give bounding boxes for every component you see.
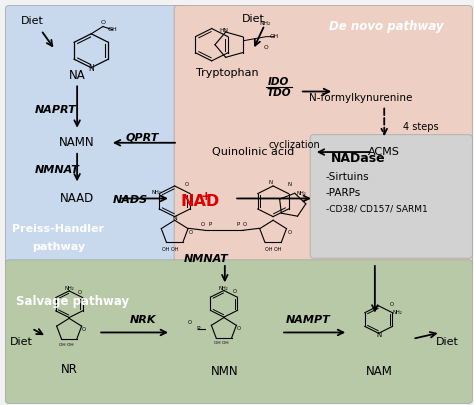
Text: IDO: IDO (268, 77, 290, 87)
Text: Preiss-Handler: Preiss-Handler (12, 224, 104, 234)
Text: Quinolinic acid: Quinolinic acid (212, 147, 294, 157)
Text: N: N (287, 182, 291, 187)
Text: -PARPs: -PARPs (326, 188, 361, 198)
Text: P: P (196, 326, 200, 331)
FancyBboxPatch shape (174, 6, 473, 266)
Text: NAAD: NAAD (60, 192, 94, 205)
Text: Diet: Diet (242, 14, 264, 24)
Text: NAM: NAM (366, 365, 393, 378)
Text: NAD: NAD (180, 194, 219, 209)
Text: NA: NA (69, 69, 85, 82)
Text: ACMS: ACMS (368, 147, 400, 157)
Text: O: O (233, 289, 237, 294)
Text: pathway: pathway (32, 242, 85, 252)
Text: O: O (264, 45, 268, 51)
Text: OH OH: OH OH (60, 343, 74, 347)
Text: -Sirtuins: -Sirtuins (326, 172, 369, 182)
Text: De novo pathway: De novo pathway (329, 20, 444, 34)
Text: TDO: TDO (266, 88, 291, 98)
Text: NH₂: NH₂ (219, 286, 229, 291)
Text: NH₂: NH₂ (64, 286, 74, 291)
Text: O: O (389, 302, 393, 307)
Text: N-formylkynurenine: N-formylkynurenine (309, 93, 412, 102)
Text: O: O (189, 230, 193, 235)
Text: N: N (269, 180, 273, 185)
Text: NH₂: NH₂ (259, 21, 270, 26)
Text: O: O (201, 222, 205, 227)
Text: NAMN: NAMN (59, 136, 95, 149)
Text: NMNAT: NMNAT (35, 165, 80, 175)
Text: O: O (243, 222, 247, 227)
Text: NADS: NADS (112, 195, 147, 205)
Text: O: O (188, 320, 192, 325)
Text: NH₂: NH₂ (297, 191, 307, 196)
Text: OH OH: OH OH (162, 247, 178, 252)
Text: Tryptophan: Tryptophan (196, 68, 258, 78)
Text: NADase: NADase (331, 151, 386, 164)
Text: O: O (237, 326, 241, 331)
Text: NAMPT: NAMPT (286, 315, 330, 325)
Text: Diet: Diet (10, 337, 33, 347)
Text: O: O (78, 290, 82, 295)
Text: OH: OH (270, 34, 279, 39)
Text: N: N (376, 332, 381, 338)
Text: 4 steps: 4 steps (403, 122, 438, 132)
Text: P: P (237, 222, 239, 227)
Text: OH: OH (108, 27, 118, 32)
FancyBboxPatch shape (5, 260, 473, 403)
Text: N: N (88, 64, 94, 73)
Text: OH OH: OH OH (214, 341, 229, 345)
Text: HN: HN (220, 28, 229, 32)
Text: NAPRT: NAPRT (35, 105, 77, 115)
Text: O: O (82, 327, 86, 332)
Text: O: O (288, 230, 292, 235)
Text: P: P (208, 222, 211, 227)
Text: +: + (201, 190, 211, 203)
Text: NRK: NRK (129, 315, 156, 325)
Text: -CD38/ CD157/ SARM1: -CD38/ CD157/ SARM1 (326, 205, 428, 214)
Text: NMNAT: NMNAT (184, 254, 228, 264)
Text: NMN: NMN (211, 365, 238, 378)
Text: cyclization: cyclization (268, 140, 320, 150)
Text: QPRT: QPRT (126, 132, 159, 142)
Text: O: O (185, 182, 189, 187)
Text: OH OH: OH OH (265, 247, 282, 252)
Text: NR: NR (61, 364, 78, 377)
Text: NH₂: NH₂ (392, 310, 402, 315)
Text: Diet: Diet (436, 337, 459, 347)
Text: N: N (172, 215, 177, 221)
Text: Diet: Diet (21, 16, 44, 26)
FancyBboxPatch shape (310, 135, 473, 258)
Text: O: O (100, 20, 105, 25)
FancyBboxPatch shape (5, 6, 186, 266)
Text: Salvage pathway: Salvage pathway (16, 295, 129, 308)
Text: NH₂: NH₂ (152, 190, 162, 194)
